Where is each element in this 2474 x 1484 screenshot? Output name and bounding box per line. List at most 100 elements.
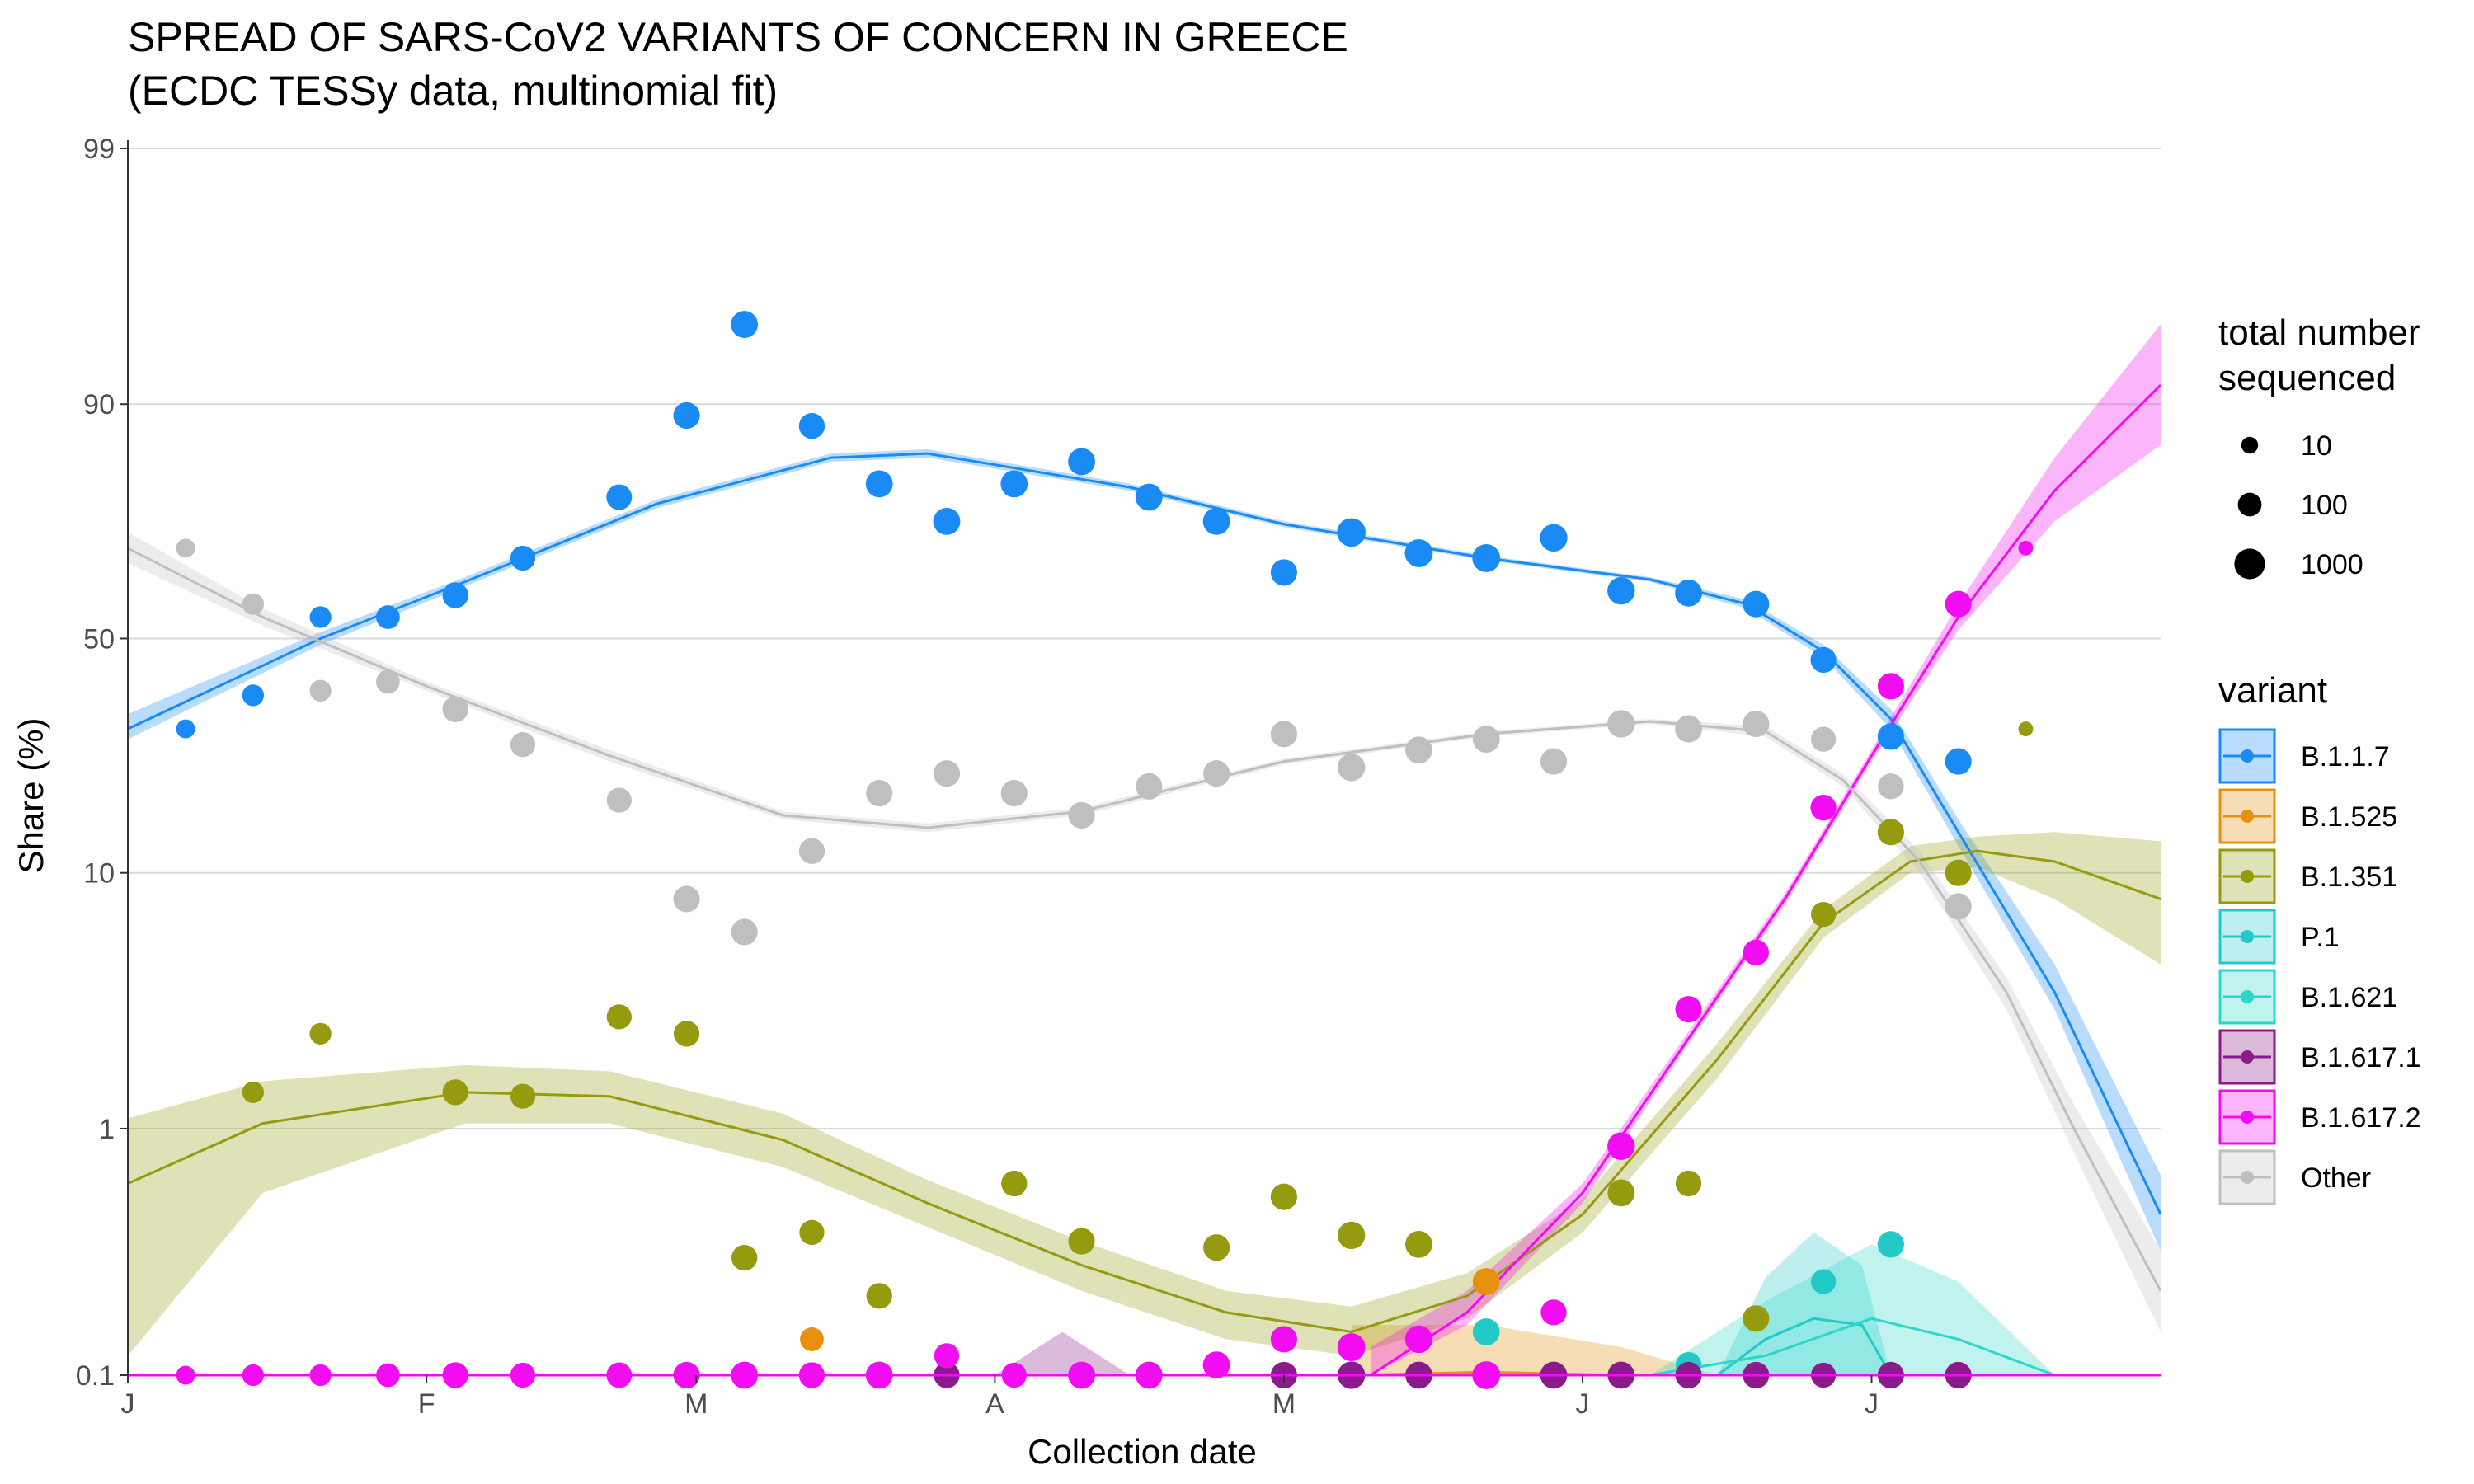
- data-point: [1404, 1325, 1433, 1354]
- data-point: [510, 1083, 536, 1109]
- ci-band: [1717, 1232, 1891, 1375]
- data-point: [1136, 773, 1163, 800]
- data-point: [1675, 715, 1702, 743]
- data-point: [800, 1327, 824, 1351]
- data-point: [1202, 507, 1230, 535]
- x-tick-label: J: [1576, 1388, 1590, 1420]
- data-point: [242, 593, 265, 615]
- data-point: [606, 1004, 632, 1030]
- data-point: [1877, 673, 1904, 700]
- size-legend-swatch: [2234, 548, 2265, 580]
- data-point: [442, 696, 468, 722]
- size-legend-swatch: [2241, 436, 2259, 454]
- data-point: [1270, 721, 1297, 748]
- data-point: [1810, 646, 1837, 674]
- data-point: [933, 760, 961, 787]
- data-point: [1405, 1230, 1432, 1258]
- data-point: [1472, 726, 1500, 754]
- data-point: [376, 669, 400, 694]
- data-point: [1945, 590, 1972, 618]
- legend-label: B.1.617.1: [2301, 1042, 2421, 1073]
- confidence-bands: [128, 324, 2161, 1375]
- ci-band: [1649, 1244, 2055, 1375]
- data-points: [176, 311, 2034, 1389]
- legend-label: B.1.621: [2301, 982, 2397, 1013]
- legend-label: B.1.617.2: [2301, 1102, 2421, 1134]
- legend-key-dot: [2241, 810, 2254, 823]
- legend-label: P.1: [2301, 922, 2340, 953]
- data-point: [1337, 518, 1366, 547]
- fit-line: [127, 849, 2161, 1334]
- x-tick-label: M: [684, 1388, 708, 1420]
- data-point: [1945, 859, 1972, 886]
- size-legend-title: sequenced: [2218, 358, 2396, 398]
- data-point: [731, 311, 759, 338]
- data-point: [1743, 939, 1770, 966]
- x-tick-label: J: [1865, 1388, 1879, 1420]
- data-point: [1675, 579, 1702, 607]
- data-point: [1472, 1268, 1500, 1295]
- data-point: [1404, 539, 1433, 567]
- data-point: [1337, 754, 1366, 782]
- fit-line: [127, 547, 2162, 1292]
- data-point: [866, 779, 893, 807]
- data-point: [1878, 773, 1904, 800]
- data-point: [1203, 760, 1230, 787]
- data-point: [442, 1079, 468, 1106]
- y-tick-label: 90: [83, 389, 115, 420]
- data-point: [1743, 1305, 1770, 1332]
- data-point: [1743, 590, 1770, 618]
- data-point: [176, 719, 195, 739]
- size-legend-swatch: [2237, 492, 2262, 517]
- data-point: [1540, 748, 1568, 775]
- y-tick-label: 99: [83, 134, 115, 165]
- data-point: [673, 1021, 700, 1047]
- legend-key-dot: [2241, 930, 2254, 943]
- data-point: [442, 582, 468, 608]
- y-tick-label: 50: [83, 623, 115, 655]
- chart-title: SPREAD OF SARS-CoV2 VARIANTS OF CONCERN …: [128, 14, 1348, 60]
- data-point: [1337, 1221, 1366, 1250]
- data-point: [1607, 1179, 1635, 1207]
- data-point: [1810, 1269, 1837, 1294]
- data-point: [1877, 819, 1904, 846]
- data-point: [673, 402, 700, 430]
- data-point: [1945, 748, 1972, 775]
- data-point: [242, 1081, 265, 1104]
- data-point: [1540, 1299, 1567, 1326]
- data-point: [731, 918, 758, 946]
- data-point: [309, 606, 332, 628]
- data-point: [1001, 1170, 1028, 1197]
- data-point: [1203, 1234, 1230, 1261]
- data-point: [1945, 893, 1972, 920]
- fit-line: [1370, 384, 2162, 1377]
- gridlines: [128, 148, 2161, 1376]
- data-point: [1000, 470, 1028, 498]
- data-point: [510, 545, 536, 571]
- size-legend-label: 100: [2301, 490, 2348, 521]
- data-point: [1270, 559, 1297, 586]
- data-point: [1877, 1231, 1904, 1258]
- legend-label: B.1.351: [2301, 862, 2397, 893]
- data-point: [2018, 721, 2034, 737]
- fit-line: [127, 452, 2162, 1215]
- data-point: [798, 838, 825, 864]
- data-point: [1675, 996, 1702, 1023]
- x-tick-label: M: [1272, 1388, 1296, 1420]
- data-point: [1068, 448, 1095, 476]
- axes: 0.1 1 10 50 90 99 J F M A M J J: [76, 134, 2161, 1420]
- data-point: [510, 732, 536, 758]
- data-point: [242, 684, 265, 707]
- data-point: [673, 885, 700, 913]
- data-point: [1202, 1351, 1230, 1379]
- chart-subtitle: (ECDC TESSy data, multinomial fit): [128, 68, 778, 114]
- data-point: [1270, 1183, 1297, 1210]
- x-axis-title: Collection date: [1028, 1432, 1257, 1471]
- size-legend-label: 10: [2301, 430, 2332, 462]
- data-point: [799, 1219, 825, 1246]
- data-point: [1743, 710, 1770, 738]
- y-tick-label: 10: [83, 858, 115, 890]
- legend-label: B.1.1.7: [2301, 741, 2390, 773]
- fit-line: [1649, 1317, 2056, 1377]
